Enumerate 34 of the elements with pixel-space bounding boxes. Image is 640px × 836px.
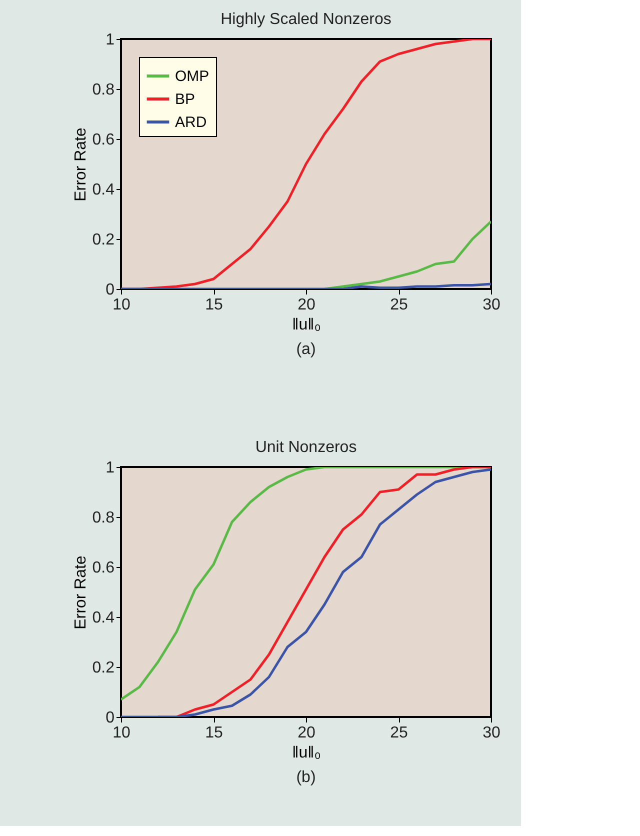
x-tick-label: 15 xyxy=(205,296,223,314)
chart-title: Unit Nonzeros xyxy=(255,439,357,456)
x-tick-label: 20 xyxy=(298,296,316,314)
text: (a) xyxy=(296,341,316,358)
x-tick-label: 30 xyxy=(482,296,500,314)
y-tick-label: 0.8 xyxy=(92,82,115,98)
legend-label: ARD xyxy=(175,114,207,131)
y-tick-label: 0.2 xyxy=(92,232,115,248)
x-tick-label: 20 xyxy=(298,724,316,742)
x-tick-label: 25 xyxy=(390,296,408,314)
x-axis-title: ‖u‖₀ xyxy=(292,744,321,762)
legend-label: BP xyxy=(175,91,196,108)
text: (b) xyxy=(296,769,316,786)
chart-title: Highly Scaled Nonzeros xyxy=(220,11,392,28)
y-tick-label: 0 xyxy=(106,710,115,726)
y-tick-label: 1 xyxy=(106,460,115,476)
y-tick-label: 0.6 xyxy=(92,132,115,148)
y-tick-label: 0.4 xyxy=(92,610,115,626)
line-series xyxy=(323,220,491,289)
y-tick-label: 0.2 xyxy=(92,660,115,676)
x-tick-label: 25 xyxy=(390,724,408,742)
x-tick-label: 10 xyxy=(112,724,130,742)
x-axis-title: ‖u‖₀ xyxy=(292,316,321,334)
y-tick-label: 0.6 xyxy=(92,560,115,576)
x-tick-label: 30 xyxy=(482,724,500,742)
y-tick-label: 0 xyxy=(106,282,115,298)
x-tick-label: 10 xyxy=(112,296,130,314)
x-tick-label: 15 xyxy=(205,724,223,742)
y-tick-label: 0.4 xyxy=(92,182,115,198)
y-tick-label: 1 xyxy=(106,32,115,48)
y-tick-label: 0.8 xyxy=(92,510,115,526)
legend-label: OMP xyxy=(175,68,210,85)
y-axis-title: Error Rate xyxy=(72,128,90,202)
y-axis-title: Error Rate xyxy=(72,556,90,630)
